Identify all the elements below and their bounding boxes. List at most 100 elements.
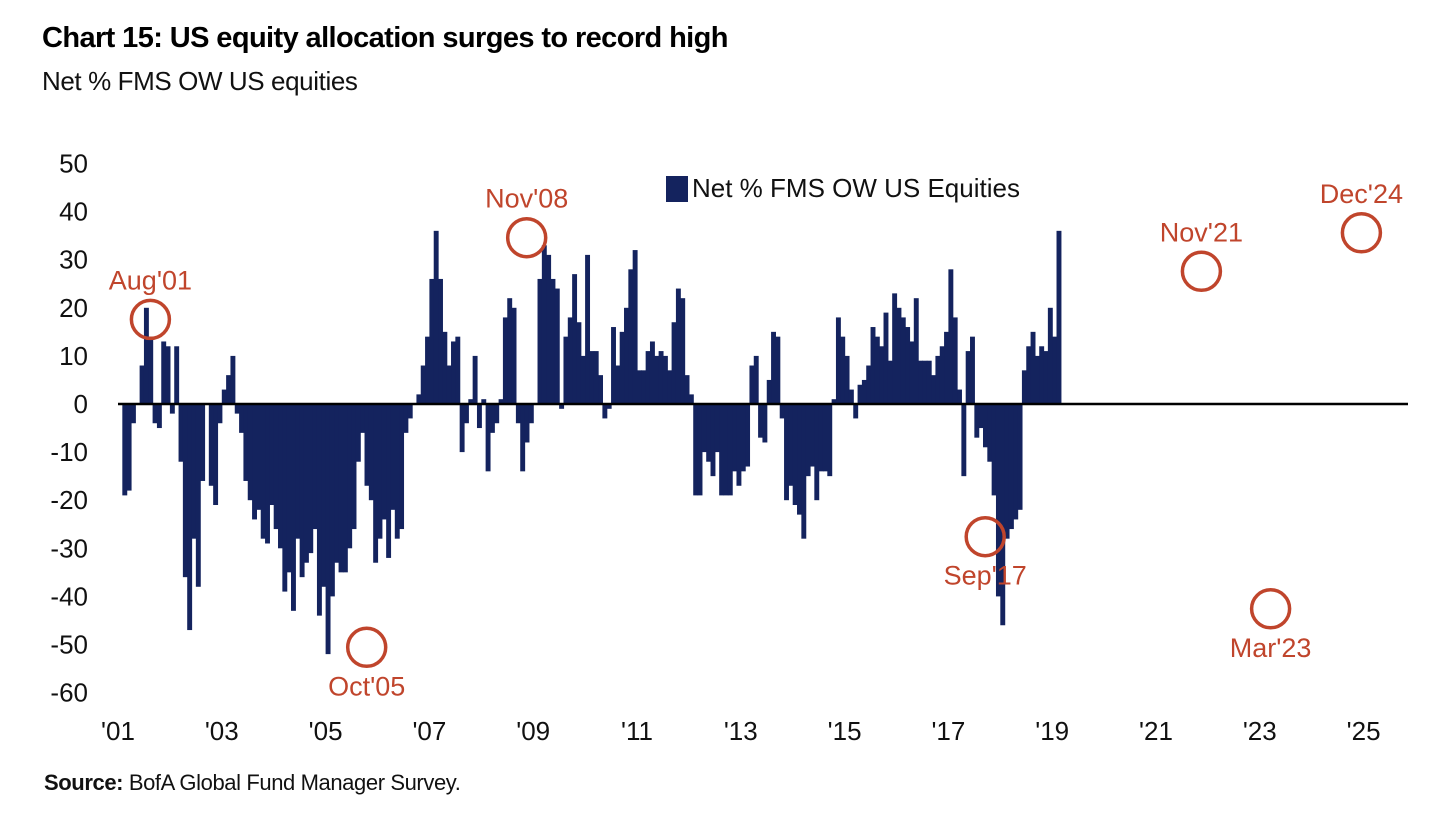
y-tick-label: 40 [59, 197, 88, 227]
bar [541, 245, 547, 404]
annotation-label: Oct'05 [328, 671, 405, 701]
bar [485, 404, 491, 472]
bar [814, 404, 820, 501]
bar [909, 341, 915, 404]
bar [494, 404, 500, 424]
bar [416, 394, 422, 404]
bar [563, 336, 569, 404]
bar [762, 404, 768, 443]
bar [351, 404, 357, 530]
bar [1026, 346, 1032, 404]
y-tick-label: -30 [50, 533, 88, 563]
bar [680, 298, 686, 404]
x-tick-label: '25 [1347, 716, 1381, 746]
annotation-circle [345, 626, 388, 669]
bar [948, 269, 954, 404]
bar [1052, 336, 1058, 404]
bar [589, 351, 595, 404]
x-tick-label: '19 [1035, 716, 1069, 746]
bar [329, 404, 335, 597]
bar [178, 404, 184, 462]
bar [161, 341, 167, 404]
bar [217, 404, 223, 424]
bar [766, 379, 772, 404]
bar [464, 404, 469, 424]
bar [459, 404, 465, 453]
bar [900, 317, 906, 404]
bar [827, 404, 833, 477]
bar [645, 351, 651, 404]
bar [883, 312, 889, 404]
bar [338, 404, 344, 573]
bar [965, 351, 971, 404]
bar [641, 370, 647, 404]
bar [935, 355, 941, 404]
annotation-label: Aug'01 [109, 265, 192, 295]
bar [472, 355, 478, 404]
bar [995, 404, 1001, 597]
bar [926, 360, 932, 404]
x-tick-label: '05 [309, 716, 343, 746]
bar [611, 327, 616, 404]
bar [446, 365, 452, 404]
bar [187, 404, 193, 631]
bar [325, 404, 331, 655]
x-tick-label: '11 [621, 716, 653, 746]
bar [347, 404, 353, 549]
annotation-label: Nov'08 [485, 184, 568, 214]
bar [701, 404, 707, 453]
bar [520, 404, 526, 472]
x-axis: '01 '03 '05 '07 '09 '11 '13 '15 '17 '19 '21 '23 '25 [101, 716, 1380, 746]
bar [628, 269, 634, 404]
bar [316, 404, 322, 616]
bar [732, 404, 738, 472]
bar [1056, 230, 1062, 404]
bar [152, 404, 158, 424]
y-tick-label: 10 [59, 341, 88, 371]
bar [269, 404, 275, 506]
bar [299, 404, 305, 578]
bar [822, 404, 828, 472]
bar [468, 399, 474, 404]
bar [580, 355, 586, 404]
bar [684, 375, 690, 404]
bar [308, 404, 314, 554]
bar [1030, 331, 1036, 404]
bar [139, 365, 145, 404]
bar [598, 375, 603, 404]
bar [576, 322, 582, 404]
bar [572, 274, 578, 404]
annotation-circle [129, 298, 172, 341]
bar [723, 404, 729, 496]
bar [511, 307, 517, 404]
bar [360, 404, 366, 433]
bar [567, 317, 573, 404]
bar [1017, 404, 1023, 510]
bar [1034, 355, 1040, 404]
bar [208, 404, 214, 486]
bar [931, 375, 937, 404]
bar [286, 404, 292, 573]
bar [896, 307, 902, 404]
annotation-circle [1340, 212, 1383, 254]
bar [312, 404, 318, 530]
bar [671, 322, 677, 404]
bar [675, 288, 681, 404]
bar [788, 404, 794, 486]
bar [662, 355, 668, 404]
bar [256, 404, 262, 510]
bar [334, 404, 340, 563]
bar [126, 404, 132, 491]
bar [278, 404, 283, 549]
bar [866, 365, 872, 404]
bar [399, 404, 405, 530]
bar [1047, 307, 1053, 404]
legend-label: Net % FMS OW US Equities [692, 173, 1020, 203]
bar [130, 404, 136, 424]
bar [719, 404, 725, 496]
legend-swatch [666, 176, 688, 202]
bar [649, 341, 655, 404]
bar [693, 404, 699, 496]
source-note: Source: BofA Global Fund Manager Survey. [44, 770, 461, 796]
bar [736, 404, 742, 486]
